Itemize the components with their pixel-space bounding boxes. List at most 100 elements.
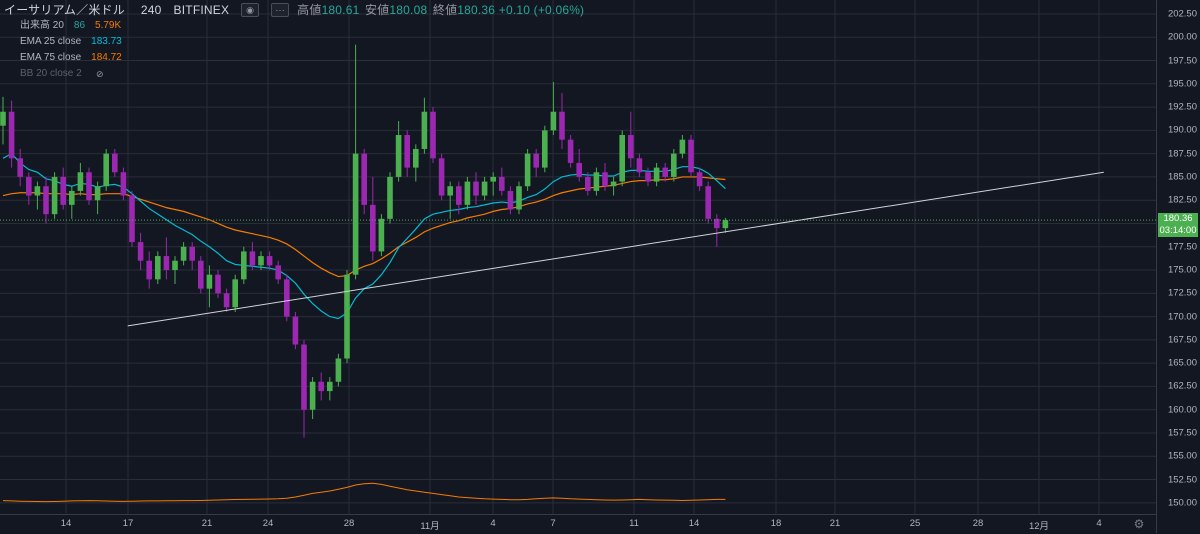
candle bbox=[679, 135, 686, 159]
candle bbox=[258, 251, 264, 271]
price-tick-label: 177.50 bbox=[1167, 241, 1197, 253]
candle bbox=[378, 214, 385, 257]
candle-body bbox=[447, 186, 453, 196]
price-axis[interactable]: 202.50 200.00 197.50 195.00 192.50 190.00 187.… bbox=[1156, 0, 1200, 533]
symbol-row: イーサリアム／米ドル 240 BITFINEX ◉ ··· 高値180.61 安… bbox=[4, 2, 584, 18]
candle-body bbox=[714, 218, 720, 229]
price-tick-label: 195.00 bbox=[1167, 78, 1197, 90]
candle bbox=[473, 172, 479, 205]
gear-icon[interactable]: ⚙ bbox=[1133, 517, 1145, 531]
indicator-volume[interactable]: 出来高 20 86 5.79K bbox=[4, 18, 584, 34]
candle-body bbox=[705, 186, 711, 219]
candle-body bbox=[301, 344, 307, 410]
candle-body bbox=[241, 251, 247, 280]
last-price-value: 180.36 bbox=[1163, 213, 1193, 225]
candle bbox=[447, 181, 453, 219]
price-chart[interactable] bbox=[0, 0, 1156, 514]
candle bbox=[60, 167, 66, 210]
price-tick-label: 170.00 bbox=[1167, 311, 1197, 323]
high-value: 180.61 bbox=[321, 3, 360, 17]
price-tick-label: 165.00 bbox=[1167, 357, 1197, 369]
candle-body bbox=[26, 176, 32, 196]
candle bbox=[610, 176, 617, 196]
candle bbox=[0, 96, 6, 145]
candle-body bbox=[602, 172, 608, 187]
candle bbox=[653, 162, 660, 187]
candle bbox=[206, 265, 213, 308]
candle bbox=[421, 97, 428, 154]
candle bbox=[155, 251, 161, 285]
candle-body bbox=[94, 186, 101, 201]
candle-body bbox=[103, 153, 109, 187]
candle-body bbox=[430, 111, 436, 159]
candle-body bbox=[688, 139, 694, 173]
close-label: 終値 bbox=[432, 3, 458, 17]
candle-body bbox=[421, 111, 428, 149]
candle bbox=[69, 186, 75, 219]
candle bbox=[576, 148, 582, 182]
time-tick-label: 14 bbox=[688, 518, 700, 529]
candle bbox=[292, 311, 299, 350]
candle bbox=[137, 232, 144, 271]
candle-body bbox=[499, 176, 505, 191]
time-tick-label: 21 bbox=[829, 518, 841, 529]
candle bbox=[146, 251, 152, 289]
time-axis[interactable]: ⚙ 14 17 21 24 28 11月 4 7 11 14 18 21 25 28 12月 4 bbox=[0, 514, 1156, 534]
candle-body bbox=[198, 260, 204, 289]
candle-body bbox=[550, 111, 557, 131]
candle bbox=[524, 148, 531, 191]
price-tick-label: 192.50 bbox=[1167, 101, 1197, 113]
candle bbox=[559, 93, 565, 149]
candle bbox=[241, 246, 247, 285]
candle bbox=[249, 242, 256, 271]
price-tick-label: 167.50 bbox=[1167, 334, 1197, 346]
candle bbox=[86, 167, 92, 205]
eye-hidden-icon[interactable]: ⊘ bbox=[95, 69, 104, 79]
price-tick-label: 200.00 bbox=[1167, 31, 1197, 43]
indicator-ema25[interactable]: EMA 25 close 183.73 bbox=[4, 34, 584, 50]
indicator-value: 86 bbox=[73, 20, 86, 31]
candle bbox=[550, 81, 557, 136]
candle-body bbox=[180, 246, 187, 261]
candle-body bbox=[464, 181, 471, 205]
candle bbox=[361, 148, 367, 215]
candle bbox=[163, 237, 170, 280]
candle-body bbox=[137, 242, 144, 261]
candle bbox=[43, 176, 49, 224]
candle-body bbox=[77, 172, 84, 191]
candle-body bbox=[413, 148, 419, 168]
candle bbox=[232, 274, 238, 312]
candle bbox=[301, 339, 307, 438]
trendline-path bbox=[127, 171, 1104, 327]
candle-body bbox=[120, 172, 127, 196]
candle-body bbox=[585, 176, 591, 191]
candle-body bbox=[490, 176, 496, 182]
indicator-name: 出来高 20 bbox=[20, 20, 64, 31]
candle-body bbox=[275, 265, 281, 280]
symbol-name[interactable]: イーサリアム／米ドル bbox=[4, 3, 125, 17]
time-tick-label: 24 bbox=[262, 518, 274, 529]
candle-body bbox=[636, 158, 643, 173]
timeframe[interactable]: 240 bbox=[140, 3, 162, 17]
indicator-value: 184.72 bbox=[91, 52, 122, 63]
more-icon[interactable]: ··· bbox=[271, 3, 290, 17]
candle-body bbox=[593, 172, 600, 191]
candle-body bbox=[146, 260, 152, 280]
indicator-name: EMA 25 close bbox=[20, 36, 82, 47]
candle-body bbox=[395, 135, 402, 177]
eye-icon[interactable]: ◉ bbox=[241, 3, 260, 17]
candle-body bbox=[481, 181, 488, 196]
candle-body bbox=[628, 135, 634, 159]
low-label: 安値 bbox=[365, 3, 390, 17]
indicator-bb[interactable]: BB 20 close 2 ⊘ bbox=[4, 66, 584, 82]
candle-body bbox=[8, 111, 15, 159]
candle bbox=[370, 176, 376, 261]
candle-body bbox=[645, 172, 651, 182]
candle bbox=[645, 167, 651, 187]
candle-body bbox=[163, 256, 170, 271]
candle-body bbox=[404, 135, 410, 168]
candle bbox=[94, 181, 101, 215]
candle-body bbox=[679, 139, 686, 154]
indicator-ema75[interactable]: EMA 75 close 184.72 bbox=[4, 50, 584, 66]
price-tick-label: 172.50 bbox=[1167, 287, 1197, 299]
